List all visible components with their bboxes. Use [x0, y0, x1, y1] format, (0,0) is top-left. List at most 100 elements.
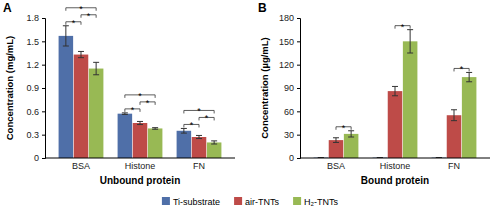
bar	[89, 69, 104, 158]
y-tick-mark	[42, 88, 45, 89]
error-cap	[211, 140, 217, 141]
x-tick-label: BSA	[327, 161, 345, 171]
error-cap	[348, 137, 354, 138]
y-tick-label: 0	[34, 153, 39, 163]
significance-label: *	[87, 11, 91, 21]
significance-label: *	[131, 105, 135, 115]
significance-label: *	[460, 64, 464, 74]
error-cap	[211, 144, 217, 145]
x-axis: BSAHistoneFN	[300, 158, 490, 171]
x-axis-title: Unbound protein	[100, 175, 181, 186]
y-axis: 00.30.60.91.21.51.8	[26, 13, 45, 163]
panel-label: B	[258, 1, 267, 15]
y-tick-mark	[297, 41, 300, 42]
y-tick-mark	[297, 158, 300, 159]
y-tick: 1.2	[26, 60, 45, 70]
y-tick: 30	[284, 130, 300, 140]
y-tick-label: 90	[284, 83, 294, 93]
y-tick-mark	[297, 18, 300, 19]
bars	[314, 30, 477, 158]
significance: *********	[66, 4, 214, 131]
significance-label: *	[205, 113, 209, 123]
bar	[133, 123, 148, 158]
significance-label: *	[401, 22, 405, 32]
bar	[388, 91, 403, 158]
y-tick: 0.9	[26, 83, 45, 93]
y-tick-mark	[297, 88, 300, 89]
y-tick: 0	[289, 153, 300, 163]
y-tick: 0.3	[26, 130, 45, 140]
panel: 00.30.60.91.21.51.8BSAHistoneFNAUnbound …	[3, 1, 235, 186]
bar	[462, 77, 477, 158]
bar	[177, 131, 192, 158]
y-tick: 0.6	[26, 107, 45, 117]
error-bar	[469, 72, 470, 81]
y-tick-label: 120	[279, 60, 294, 70]
bar	[118, 114, 133, 158]
y-tick: 1.8	[26, 13, 45, 23]
legend-item: H₂-TNTs	[293, 197, 338, 207]
error-cap	[152, 129, 158, 130]
significance-label: *	[197, 106, 201, 116]
x-tick: Histone	[125, 161, 156, 171]
significance-label: *	[138, 91, 142, 101]
significance-label: *	[79, 4, 83, 14]
x-tick-label: FN	[193, 161, 205, 171]
y-axis: 0 30 60 90 120 150 180	[279, 13, 301, 163]
panel-label: A	[3, 1, 12, 15]
y-tick-mark	[297, 65, 300, 66]
error-bar	[410, 30, 411, 53]
error-cap	[392, 95, 398, 96]
significance-label: *	[72, 18, 76, 28]
panel: 0 30 60 90 120 150 180 BSAHistoneFN B Bound prote…	[258, 1, 490, 186]
legend-swatch	[293, 197, 301, 205]
error-cap	[333, 142, 339, 143]
significance-label: *	[342, 123, 346, 133]
error-cap	[348, 130, 354, 131]
y-tick-label: 0	[289, 153, 294, 163]
x-axis-title: Bound protein	[361, 175, 429, 186]
y-tick-label: 150	[279, 37, 294, 47]
y-tick-label: 1.8	[26, 13, 39, 23]
x-tick-label: BSA	[72, 161, 90, 171]
significance: * * *	[336, 22, 469, 133]
error-cap	[137, 121, 143, 122]
error-cap	[63, 46, 69, 47]
x-axis-line	[45, 158, 235, 159]
y-tick-mark	[42, 135, 45, 136]
error-cap	[466, 72, 472, 73]
y-tick-label: 180	[279, 13, 294, 23]
error-cap	[181, 133, 187, 134]
bar	[447, 115, 462, 158]
bar	[192, 137, 207, 158]
legend: Ti-substrateair-TNTsH₂-TNTs	[162, 197, 339, 207]
error-bar	[183, 128, 184, 133]
x-axis-line	[300, 158, 490, 159]
y-tick: 60	[284, 107, 300, 117]
y-tick-label: 0.3	[26, 130, 39, 140]
error-cap	[93, 74, 99, 75]
y-tick: 150	[279, 37, 300, 47]
x-axis: BSA Histone FN	[45, 158, 235, 171]
y-axis-title: Concentration (µg/mL)	[259, 37, 270, 139]
x-tick-label: FN	[448, 161, 460, 171]
y-tick: 180	[279, 13, 300, 23]
y-tick-label: 1.2	[26, 60, 39, 70]
error-cap	[451, 109, 457, 110]
error-cap	[78, 57, 84, 58]
y-tick-label: 0.6	[26, 107, 39, 117]
bars	[59, 26, 222, 158]
y-tick-mark	[42, 41, 45, 42]
bar	[148, 128, 163, 158]
x-tick: FN	[193, 161, 205, 171]
y-tick-mark	[42, 158, 45, 159]
error-cap	[451, 120, 457, 121]
y-tick: 120	[279, 60, 300, 70]
error-cap	[196, 135, 202, 136]
error-cap	[122, 112, 128, 113]
error-bar	[335, 138, 336, 143]
legend-swatch	[234, 197, 242, 205]
y-axis-line	[42, 19, 46, 159]
y-tick-mark	[42, 65, 45, 66]
error-bar	[351, 131, 352, 137]
